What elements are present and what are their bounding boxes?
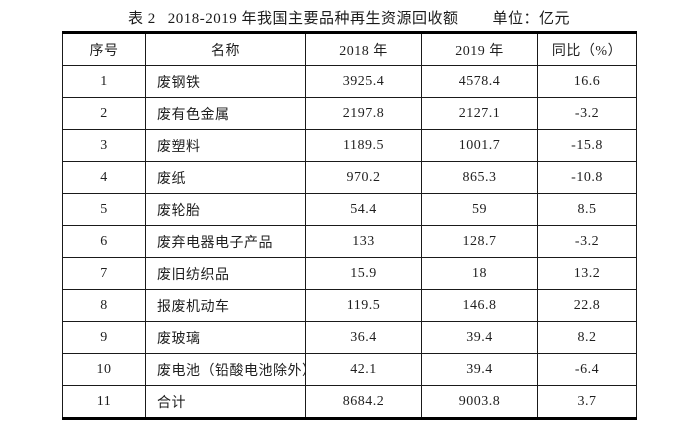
cell-index: 11 <box>62 385 146 419</box>
table-title-text: 2018-2019 年我国主要品种再生资源回收额 <box>167 10 459 27</box>
cell-yoy: -3.2 <box>537 97 637 130</box>
cell-2018: 42.1 <box>305 353 422 386</box>
table-row: 2 废有色金属 2197.8 2127.1 -3.2 <box>62 97 637 130</box>
cell-yoy: -10.8 <box>537 161 637 194</box>
table-row: 5 废轮胎 54.4 59 8.5 <box>62 193 637 226</box>
cell-2019: 146.8 <box>421 289 538 322</box>
cell-yoy: 13.2 <box>537 257 637 290</box>
column-header-yoy: 同比（%） <box>537 32 637 66</box>
column-header-name: 名称 <box>145 32 306 66</box>
table-row: 9 废玻璃 36.4 39.4 8.2 <box>62 321 637 354</box>
cell-2019: 128.7 <box>421 225 538 258</box>
cell-2019: 1001.7 <box>421 129 538 162</box>
cell-2018: 2197.8 <box>305 97 422 130</box>
cell-name: 废纸 <box>145 161 306 194</box>
cell-2018: 970.2 <box>305 161 422 194</box>
cell-name: 废玻璃 <box>145 321 306 354</box>
cell-2018: 15.9 <box>305 257 422 290</box>
cell-2019: 18 <box>421 257 538 290</box>
table-title-label: 表 2 <box>127 10 156 27</box>
cell-2019: 39.4 <box>421 321 538 354</box>
cell-2019: 59 <box>421 193 538 226</box>
cell-index: 5 <box>62 193 146 226</box>
table-row: 1 废钢铁 3925.4 4578.4 16.6 <box>62 65 637 98</box>
table-row: 10 废电池（铅酸电池除外） 42.1 39.4 -6.4 <box>62 353 637 386</box>
cell-2018: 1189.5 <box>305 129 422 162</box>
cell-index: 6 <box>62 225 146 258</box>
cell-2019: 865.3 <box>421 161 538 194</box>
header-row: 序号 名称 2018 年 2019 年 同比（%） <box>62 32 637 66</box>
cell-name: 废轮胎 <box>145 193 306 226</box>
cell-yoy: 16.6 <box>537 65 637 98</box>
cell-name: 报废机动车 <box>145 289 306 322</box>
cell-index: 8 <box>62 289 146 322</box>
cell-2018: 119.5 <box>305 289 422 322</box>
cell-yoy: 8.2 <box>537 321 637 354</box>
cell-yoy: 3.7 <box>537 385 637 419</box>
cell-name: 废钢铁 <box>145 65 306 98</box>
cell-2018: 8684.2 <box>305 385 422 419</box>
cell-index: 2 <box>62 97 146 130</box>
table-row: 3 废塑料 1189.5 1001.7 -15.8 <box>62 129 637 162</box>
cell-2019: 4578.4 <box>421 65 538 98</box>
column-header-2018: 2018 年 <box>305 32 422 66</box>
cell-yoy: -15.8 <box>537 129 637 162</box>
cell-index: 7 <box>62 257 146 290</box>
table-row: 4 废纸 970.2 865.3 -10.8 <box>62 161 637 194</box>
column-header-index: 序号 <box>62 32 146 66</box>
cell-index: 10 <box>62 353 146 386</box>
cell-index: 1 <box>62 65 146 98</box>
cell-2019: 39.4 <box>421 353 538 386</box>
cell-yoy: -6.4 <box>537 353 637 386</box>
cell-2019: 2127.1 <box>421 97 538 130</box>
cell-name: 废电池（铅酸电池除外） <box>145 353 306 386</box>
cell-name: 废塑料 <box>145 129 306 162</box>
table-unit-label: 单位：亿元 <box>492 10 571 27</box>
cell-2018: 3925.4 <box>305 65 422 98</box>
table-row-total: 11 合计 8684.2 9003.8 3.7 <box>62 385 637 419</box>
cell-name: 废旧纺织品 <box>145 257 306 290</box>
cell-index: 4 <box>62 161 146 194</box>
cell-yoy: -3.2 <box>537 225 637 258</box>
cell-2018: 36.4 <box>305 321 422 354</box>
cell-name: 废弃电器电子产品 <box>145 225 306 258</box>
cell-2018: 133 <box>305 225 422 258</box>
table-row: 7 废旧纺织品 15.9 18 13.2 <box>62 257 637 290</box>
cell-index: 3 <box>62 129 146 162</box>
cell-2019: 9003.8 <box>421 385 538 419</box>
cell-yoy: 8.5 <box>537 193 637 226</box>
recycling-data-table: 序号 名称 2018 年 2019 年 同比（%） 1 废钢铁 3925.4 4… <box>62 31 637 420</box>
cell-name: 合计 <box>145 385 306 419</box>
table-title: 表 2 2018-2019 年我国主要品种再生资源回收额 单位：亿元 <box>62 6 636 28</box>
cell-2018: 54.4 <box>305 193 422 226</box>
cell-name: 废有色金属 <box>145 97 306 130</box>
column-header-2019: 2019 年 <box>421 32 538 66</box>
table-row: 6 废弃电器电子产品 133 128.7 -3.2 <box>62 225 637 258</box>
cell-index: 9 <box>62 321 146 354</box>
cell-yoy: 22.8 <box>537 289 637 322</box>
table-row: 8 报废机动车 119.5 146.8 22.8 <box>62 289 637 322</box>
